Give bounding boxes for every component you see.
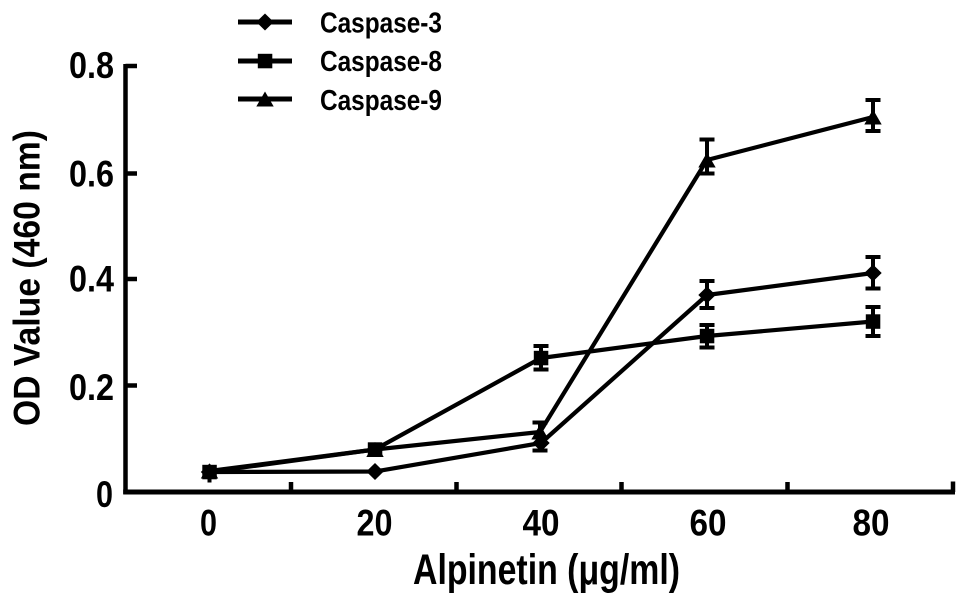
svg-text:0: 0 xyxy=(200,503,217,544)
svg-text:Caspase-3: Caspase-3 xyxy=(320,7,442,39)
svg-text:0.4: 0.4 xyxy=(69,259,114,300)
svg-text:Caspase-8: Caspase-8 xyxy=(320,46,442,78)
svg-text:60: 60 xyxy=(690,503,727,544)
svg-text:0: 0 xyxy=(96,474,113,515)
svg-text:0.2: 0.2 xyxy=(69,367,114,408)
svg-text:Caspase-9: Caspase-9 xyxy=(320,85,442,117)
svg-text:0.6: 0.6 xyxy=(69,154,114,195)
svg-text:0.8: 0.8 xyxy=(69,45,114,86)
svg-text:Alpinetin (μg/ml): Alpinetin (μg/ml) xyxy=(413,546,680,594)
svg-text:80: 80 xyxy=(853,503,890,544)
svg-text:OD Value (460 nm): OD Value (460 nm) xyxy=(7,130,48,426)
svg-text:20: 20 xyxy=(357,503,393,544)
svg-text:40: 40 xyxy=(523,503,560,544)
